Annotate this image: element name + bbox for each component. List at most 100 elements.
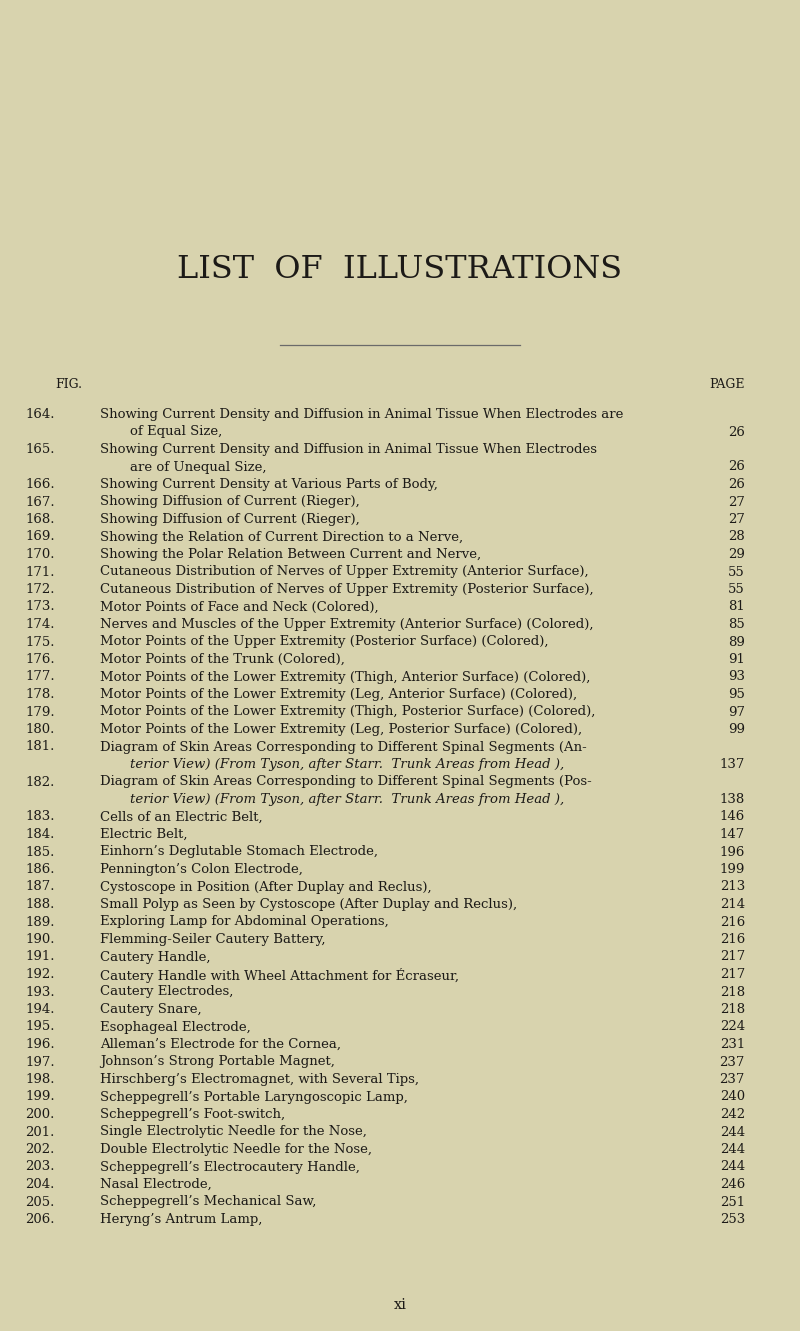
Text: Cautery Handle with Wheel Attachment for Écraseur,: Cautery Handle with Wheel Attachment for… bbox=[100, 968, 459, 984]
Text: 164.: 164. bbox=[26, 409, 55, 421]
Text: Motor Points of the Lower Extremity (Leg, Anterior Surface) (Colored),: Motor Points of the Lower Extremity (Leg… bbox=[100, 688, 577, 701]
Text: PAGE: PAGE bbox=[710, 378, 745, 391]
Text: 189.: 189. bbox=[26, 916, 55, 929]
Text: 81: 81 bbox=[728, 600, 745, 614]
Text: 138: 138 bbox=[720, 793, 745, 807]
Text: 218: 218 bbox=[720, 1004, 745, 1016]
Text: 181.: 181. bbox=[26, 740, 55, 753]
Text: 194.: 194. bbox=[26, 1004, 55, 1016]
Text: 171.: 171. bbox=[26, 566, 55, 579]
Text: 214: 214 bbox=[720, 898, 745, 910]
Text: Johnson’s Strong Portable Magnet,: Johnson’s Strong Portable Magnet, bbox=[100, 1055, 335, 1069]
Text: Alleman’s Electrode for the Cornea,: Alleman’s Electrode for the Cornea, bbox=[100, 1038, 341, 1051]
Text: 176.: 176. bbox=[26, 654, 55, 666]
Text: 26: 26 bbox=[728, 461, 745, 474]
Text: Cells of an Electric Belt,: Cells of an Electric Belt, bbox=[100, 811, 262, 824]
Text: Cutaneous Distribution of Nerves of Upper Extremity (Anterior Surface),: Cutaneous Distribution of Nerves of Uppe… bbox=[100, 566, 589, 579]
Text: 170.: 170. bbox=[26, 548, 55, 560]
Text: 242: 242 bbox=[720, 1107, 745, 1121]
Text: 188.: 188. bbox=[26, 898, 55, 910]
Text: 55: 55 bbox=[728, 566, 745, 579]
Text: 178.: 178. bbox=[26, 688, 55, 701]
Text: 237: 237 bbox=[720, 1055, 745, 1069]
Text: are of Unequal Size,: are of Unequal Size, bbox=[130, 461, 266, 474]
Text: 95: 95 bbox=[728, 688, 745, 701]
Text: Scheppegrell’s Portable Laryngoscopic Lamp,: Scheppegrell’s Portable Laryngoscopic La… bbox=[100, 1090, 408, 1103]
Text: Cutaneous Distribution of Nerves of Upper Extremity (Posterior Surface),: Cutaneous Distribution of Nerves of Uppe… bbox=[100, 583, 594, 596]
Text: 196.: 196. bbox=[26, 1038, 55, 1051]
Text: 183.: 183. bbox=[26, 811, 55, 824]
Text: 202.: 202. bbox=[26, 1143, 55, 1157]
Text: Cautery Handle,: Cautery Handle, bbox=[100, 950, 210, 964]
Text: 246: 246 bbox=[720, 1178, 745, 1191]
Text: Showing Current Density at Various Parts of Body,: Showing Current Density at Various Parts… bbox=[100, 478, 438, 491]
Text: Scheppegrell’s Mechanical Saw,: Scheppegrell’s Mechanical Saw, bbox=[100, 1195, 316, 1209]
Text: 199.: 199. bbox=[26, 1090, 55, 1103]
Text: 89: 89 bbox=[728, 635, 745, 648]
Text: 55: 55 bbox=[728, 583, 745, 596]
Text: 185.: 185. bbox=[26, 845, 55, 858]
Text: 85: 85 bbox=[728, 618, 745, 631]
Text: 204.: 204. bbox=[26, 1178, 55, 1191]
Text: 191.: 191. bbox=[26, 950, 55, 964]
Text: 91: 91 bbox=[728, 654, 745, 666]
Text: 201.: 201. bbox=[26, 1126, 55, 1138]
Text: FIG.: FIG. bbox=[55, 378, 82, 391]
Text: Motor Points of the Lower Extremity (Thigh, Posterior Surface) (Colored),: Motor Points of the Lower Extremity (Thi… bbox=[100, 705, 595, 719]
Text: Motor Points of Face and Neck (Colored),: Motor Points of Face and Neck (Colored), bbox=[100, 600, 378, 614]
Text: 193.: 193. bbox=[26, 985, 55, 998]
Text: 216: 216 bbox=[720, 916, 745, 929]
Text: 137: 137 bbox=[720, 757, 745, 771]
Text: Single Electrolytic Needle for the Nose,: Single Electrolytic Needle for the Nose, bbox=[100, 1126, 367, 1138]
Text: Heryng’s Antrum Lamp,: Heryng’s Antrum Lamp, bbox=[100, 1213, 262, 1226]
Text: 195.: 195. bbox=[26, 1021, 55, 1033]
Text: Einhorn’s Deglutable Stomach Electrode,: Einhorn’s Deglutable Stomach Electrode, bbox=[100, 845, 378, 858]
Text: 244: 244 bbox=[720, 1126, 745, 1138]
Text: Showing Current Density and Diffusion in Animal Tissue When Electrodes are: Showing Current Density and Diffusion in… bbox=[100, 409, 623, 421]
Text: 187.: 187. bbox=[26, 881, 55, 893]
Text: 253: 253 bbox=[720, 1213, 745, 1226]
Text: 180.: 180. bbox=[26, 723, 55, 736]
Text: 167.: 167. bbox=[26, 495, 55, 508]
Text: Showing Diffusion of Current (Rieger),: Showing Diffusion of Current (Rieger), bbox=[100, 512, 360, 526]
Text: Hirschberg’s Electromagnet, with Several Tips,: Hirschberg’s Electromagnet, with Several… bbox=[100, 1073, 419, 1086]
Text: 190.: 190. bbox=[26, 933, 55, 946]
Text: 165.: 165. bbox=[26, 443, 55, 457]
Text: 199: 199 bbox=[720, 862, 745, 876]
Text: 251: 251 bbox=[720, 1195, 745, 1209]
Text: 26: 26 bbox=[728, 426, 745, 438]
Text: 93: 93 bbox=[728, 671, 745, 684]
Text: of Equal Size,: of Equal Size, bbox=[130, 426, 222, 438]
Text: Motor Points of the Trunk (Colored),: Motor Points of the Trunk (Colored), bbox=[100, 654, 345, 666]
Text: 244: 244 bbox=[720, 1143, 745, 1157]
Text: Double Electrolytic Needle for the Nose,: Double Electrolytic Needle for the Nose, bbox=[100, 1143, 372, 1157]
Text: 224: 224 bbox=[720, 1021, 745, 1033]
Text: 237: 237 bbox=[720, 1073, 745, 1086]
Text: Pennington’s Colon Electrode,: Pennington’s Colon Electrode, bbox=[100, 862, 303, 876]
Text: Scheppegrell’s Electrocautery Handle,: Scheppegrell’s Electrocautery Handle, bbox=[100, 1161, 360, 1174]
Text: 231: 231 bbox=[720, 1038, 745, 1051]
Text: 168.: 168. bbox=[26, 512, 55, 526]
Text: 175.: 175. bbox=[26, 635, 55, 648]
Text: 184.: 184. bbox=[26, 828, 55, 841]
Text: Exploring Lamp for Abdominal Operations,: Exploring Lamp for Abdominal Operations, bbox=[100, 916, 389, 929]
Text: 200.: 200. bbox=[26, 1107, 55, 1121]
Text: Motor Points of the Lower Extremity (Leg, Posterior Surface) (Colored),: Motor Points of the Lower Extremity (Leg… bbox=[100, 723, 582, 736]
Text: 206.: 206. bbox=[26, 1213, 55, 1226]
Text: 203.: 203. bbox=[26, 1161, 55, 1174]
Text: Showing Current Density and Diffusion in Animal Tissue When Electrodes: Showing Current Density and Diffusion in… bbox=[100, 443, 597, 457]
Text: xi: xi bbox=[394, 1298, 406, 1312]
Text: Motor Points of the Lower Extremity (Thigh, Anterior Surface) (Colored),: Motor Points of the Lower Extremity (Thi… bbox=[100, 671, 590, 684]
Text: 240: 240 bbox=[720, 1090, 745, 1103]
Text: Diagram of Skin Areas Corresponding to Different Spinal Segments (Pos-: Diagram of Skin Areas Corresponding to D… bbox=[100, 776, 592, 788]
Text: 192.: 192. bbox=[26, 968, 55, 981]
Text: 147: 147 bbox=[720, 828, 745, 841]
Text: Cautery Snare,: Cautery Snare, bbox=[100, 1004, 202, 1016]
Text: Nerves and Muscles of the Upper Extremity (Anterior Surface) (Colored),: Nerves and Muscles of the Upper Extremit… bbox=[100, 618, 594, 631]
Text: Cautery Electrodes,: Cautery Electrodes, bbox=[100, 985, 234, 998]
Text: 166.: 166. bbox=[26, 478, 55, 491]
Text: 205.: 205. bbox=[26, 1195, 55, 1209]
Text: 26: 26 bbox=[728, 478, 745, 491]
Text: Scheppegrell’s Foot-switch,: Scheppegrell’s Foot-switch, bbox=[100, 1107, 285, 1121]
Text: 173.: 173. bbox=[26, 600, 55, 614]
